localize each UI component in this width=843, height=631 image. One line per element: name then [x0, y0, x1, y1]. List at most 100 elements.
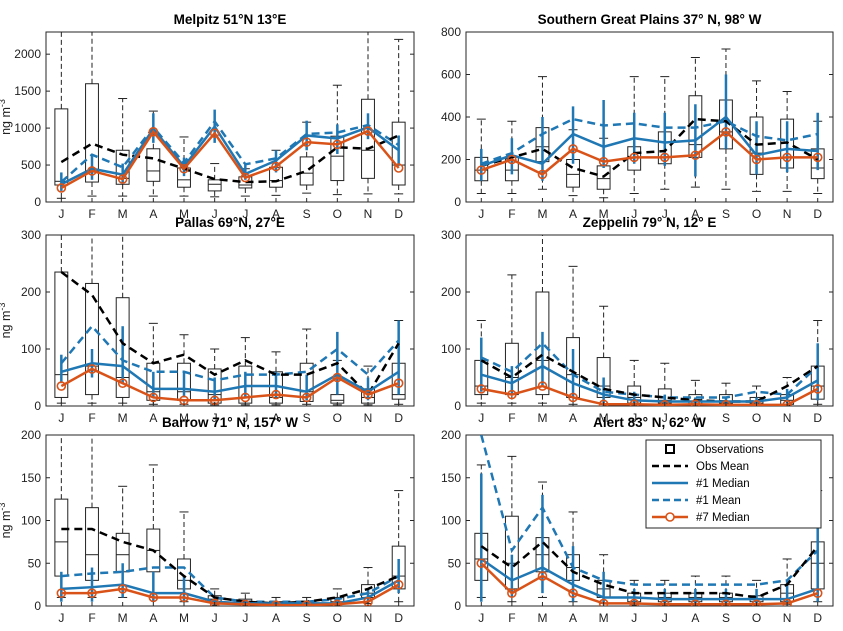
model7-median-marker: [507, 389, 517, 400]
y-tick-label: 0: [34, 599, 41, 613]
series-model1-mean: [61, 566, 400, 603]
model7-median-marker: [782, 400, 792, 406]
model7-median-marker: [721, 599, 731, 606]
model7-median-marker: [56, 381, 67, 391]
y-tick-label: 400: [441, 110, 461, 124]
x-tick-label: N: [783, 411, 792, 425]
x-tick-label: J: [631, 411, 637, 425]
series-model7-median: [61, 583, 400, 606]
model7-median-marker: [148, 126, 159, 137]
model7-median-marker: [301, 600, 312, 606]
x-tick-label: F: [508, 411, 515, 425]
legend-item: #1 Median: [652, 478, 750, 490]
model7-median-marker: [117, 174, 128, 184]
legend-item: #1 Mean: [652, 495, 741, 507]
plot-area: [465, 31, 834, 203]
model7-median-marker: [537, 381, 548, 391]
model7-median-marker: [87, 588, 97, 598]
series-model1-median: [480, 557, 819, 601]
model7-median-marker: [690, 399, 701, 406]
model7-median-marker: [537, 571, 548, 581]
y-tick-label: 800: [441, 25, 461, 39]
model7-median-marker: [301, 392, 312, 403]
series-model1-median: [480, 115, 818, 168]
panel-2: Southern Great Plains 37° N, 98° W 0 200 40…: [441, 12, 834, 221]
series-model1-mean: [480, 435, 819, 586]
legend-symbol-box: [665, 444, 675, 454]
model7-median-marker: [690, 599, 701, 606]
series-model1-median: [480, 364, 819, 403]
x-tick-label: A: [569, 611, 577, 625]
y-tick-label: 100: [441, 514, 461, 528]
x-tick-label: A: [569, 411, 577, 425]
x-tick-label: A: [691, 207, 699, 221]
x-tick-label: J: [478, 207, 484, 221]
x-tick-label: D: [394, 611, 403, 625]
x-tick-label: J: [58, 611, 64, 625]
data-layer: [54, 435, 406, 606]
x-tick-label: F: [88, 611, 95, 625]
series-obs-mean: [480, 117, 819, 178]
x-tick-label: D: [394, 207, 403, 221]
x-tick-label: A: [272, 411, 280, 425]
x-tick-label: J: [242, 411, 248, 425]
model7-median-marker: [721, 400, 731, 406]
model7-median-marker: [148, 392, 159, 403]
plot-area: [45, 31, 415, 203]
y-tick-label: 1000: [14, 121, 41, 135]
y-axis-label-exponent: -3: [0, 503, 7, 511]
chart-title: Barrow 71° N, 157° W: [162, 415, 298, 430]
model7-median-marker: [507, 588, 517, 598]
data-layer: [54, 32, 406, 199]
x-tick-label: N: [364, 207, 373, 221]
x-tick-label: M: [118, 611, 128, 625]
x-tick-label: O: [333, 411, 342, 425]
model7-median-marker: [240, 392, 251, 403]
x-tick-label: S: [722, 611, 730, 625]
box-iqr: [207, 179, 222, 192]
model7-median-marker: [507, 154, 517, 165]
x-tick-label: N: [783, 207, 792, 221]
y-tick-label: 0: [454, 599, 461, 613]
model7-median-marker: [56, 183, 67, 193]
model7-median-marker: [117, 378, 128, 389]
model7-median-marker: [690, 150, 701, 161]
series-model7-median: [480, 130, 818, 176]
box-M: [596, 137, 611, 199]
model7-median-marker: [179, 163, 189, 174]
y-tick-label: 500: [21, 158, 41, 172]
model7-median-marker: [271, 389, 281, 400]
model7-median-marker: [240, 599, 251, 606]
x-tick-label: D: [813, 611, 822, 625]
x-tick-label: M: [118, 411, 128, 425]
series-model1-median: [61, 579, 400, 605]
model7-median-marker: [598, 598, 609, 606]
chart-title: Alert 83° N, 62° W: [593, 415, 706, 430]
series-model7-median: [60, 129, 400, 190]
box-iqr: [299, 156, 314, 186]
legend-item: #7 Median: [652, 512, 750, 524]
y-tick-label: 2000: [14, 47, 41, 61]
x-tick-label: S: [722, 207, 730, 221]
panel-3: Pallas 69°N, 27°E 0 100 200 300 J F M A M J J A S O N Dn…: [0, 215, 415, 425]
model7-median-marker: [271, 600, 281, 606]
model7-median-marker: [812, 384, 823, 394]
model7-median-marker: [363, 389, 373, 400]
model7-median-marker: [271, 161, 281, 172]
series-obs-mean: [480, 540, 819, 599]
x-tick-label: D: [813, 411, 822, 425]
x-tick-label: J: [242, 611, 248, 625]
model7-median-marker: [659, 400, 670, 406]
x-tick-label: J: [478, 411, 484, 425]
y-tick-label: 150: [441, 471, 461, 485]
box-iqr: [146, 148, 161, 182]
x-tick-label: A: [149, 411, 157, 425]
x-tick-label: S: [303, 411, 311, 425]
series-obs-mean: [61, 527, 400, 605]
chart-title: Zeppelin 79° N, 12° E: [583, 215, 717, 230]
y-axis-label-exponent: -3: [0, 303, 7, 311]
y-axis-label-exponent: -3: [0, 99, 7, 107]
model7-median-marker: [393, 163, 404, 173]
model7-median-marker: [812, 588, 823, 598]
